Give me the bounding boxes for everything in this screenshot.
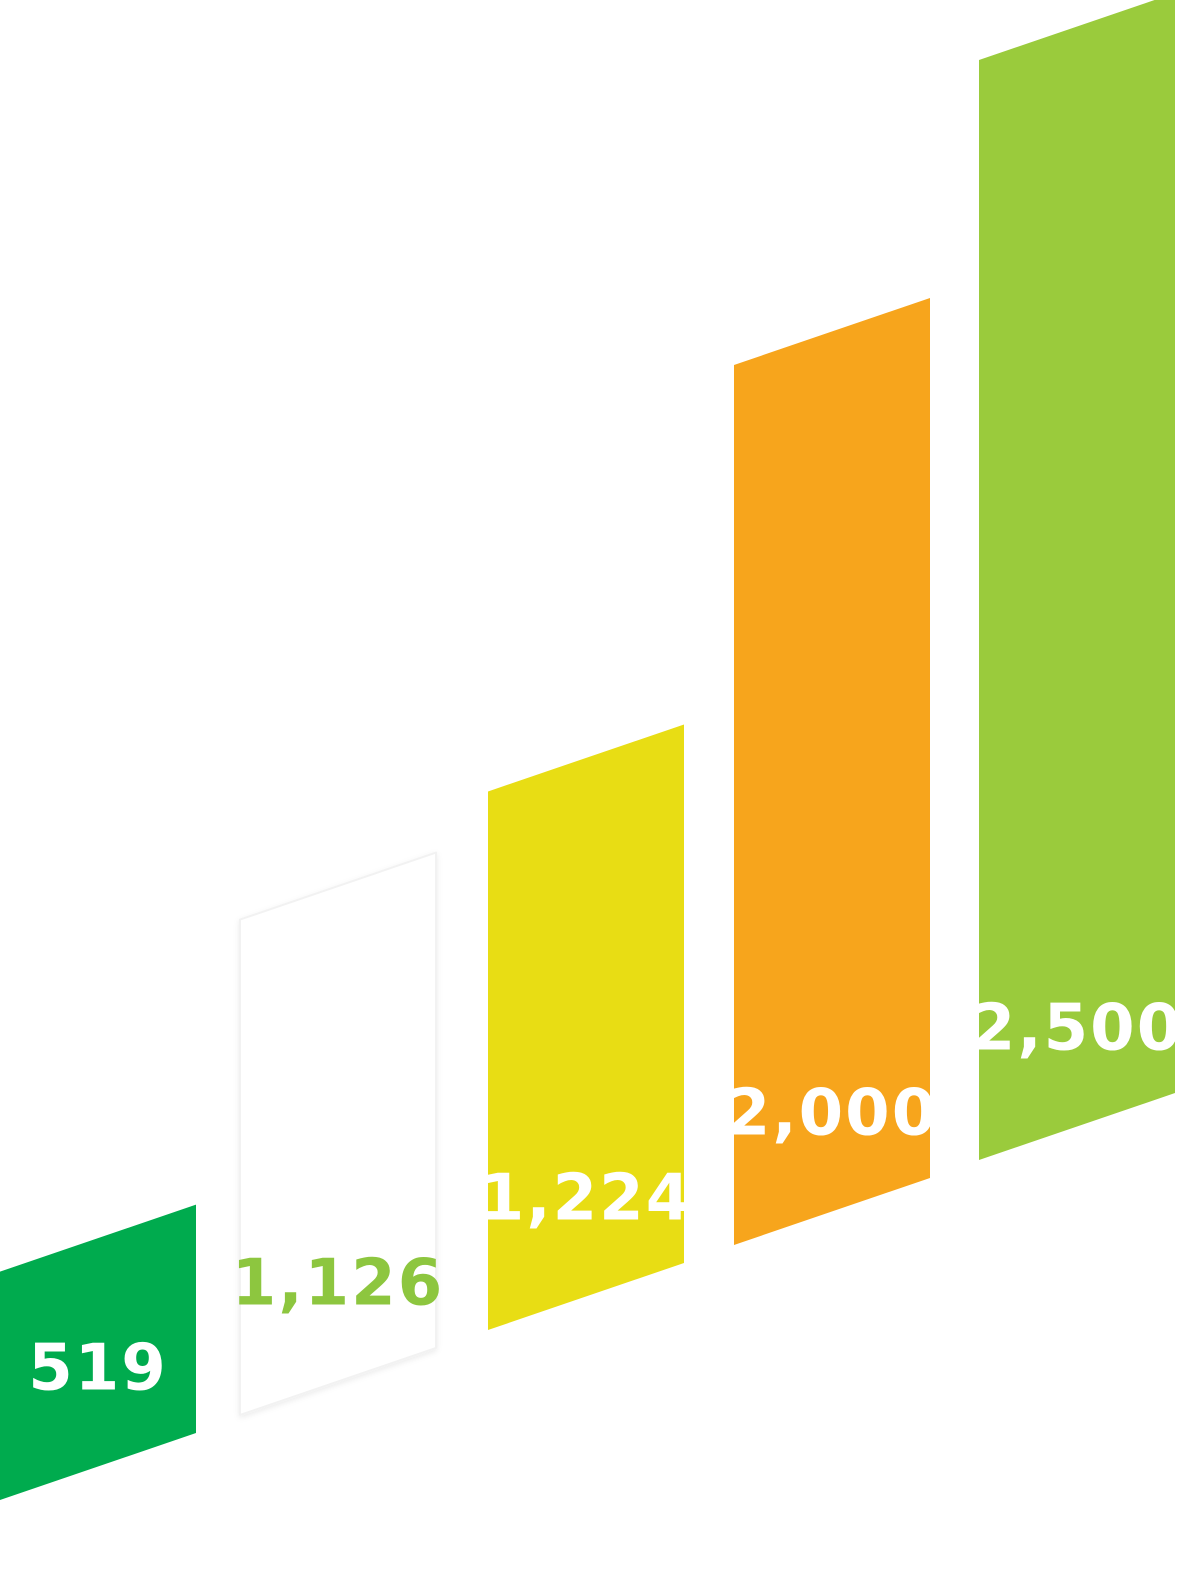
bar bbox=[734, 298, 930, 1245]
bar bbox=[979, 0, 1175, 1160]
bar bbox=[0, 1204, 196, 1500]
bar bbox=[488, 724, 684, 1330]
value-label: 519 bbox=[28, 1332, 168, 1406]
value-label: 2,500 bbox=[971, 992, 1180, 1066]
value-label: 2,000 bbox=[726, 1077, 938, 1151]
value-label: 1,224 bbox=[480, 1162, 692, 1236]
bar bbox=[239, 851, 437, 1416]
value-label: 1,126 bbox=[232, 1247, 444, 1321]
